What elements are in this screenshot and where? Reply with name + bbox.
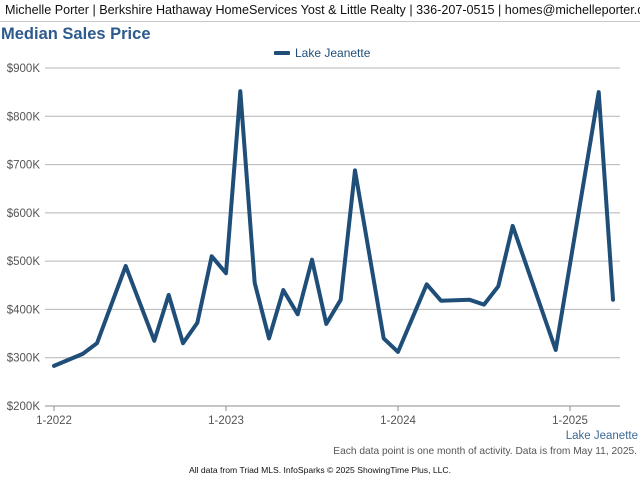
data-point — [483, 304, 485, 306]
data-point — [397, 351, 399, 353]
y-tick-label: $200K — [7, 401, 41, 413]
data-point — [225, 272, 227, 274]
data-point — [297, 313, 299, 315]
data-point — [254, 282, 256, 284]
data-point — [282, 289, 284, 291]
data-point — [440, 300, 442, 302]
y-tick-label: $300K — [7, 353, 41, 365]
y-tick-label: $600K — [7, 208, 41, 220]
data-point — [196, 322, 198, 324]
data-point — [497, 285, 499, 287]
header-contact-text: Michelle Porter | Berkshire Hathaway Hom… — [5, 3, 640, 17]
data-point — [311, 259, 313, 261]
y-tick-label: $900K — [7, 63, 41, 75]
data-point — [512, 225, 514, 227]
y-tick-label: $500K — [7, 256, 41, 268]
series-line-lake-jeanette — [52, 89, 615, 368]
data-point — [383, 337, 385, 339]
data-point — [53, 365, 55, 367]
series-tag: Lake Jeanette — [565, 430, 638, 442]
data-point — [555, 349, 557, 351]
data-point — [426, 283, 428, 285]
legend-swatch — [274, 51, 290, 55]
data-point — [153, 340, 155, 342]
data-point — [211, 255, 213, 257]
page-title: Median Sales Price — [1, 25, 151, 43]
data-point — [125, 265, 127, 267]
footnote: Each data point is one month of activity… — [333, 446, 637, 457]
data-point — [598, 91, 600, 93]
data-point — [96, 342, 98, 344]
data-point — [612, 299, 614, 301]
x-tick-label: 1-2025 — [552, 415, 588, 427]
source-credit: All data from Triad MLS. InfoSparks © 20… — [188, 465, 452, 475]
y-tick-label: $400K — [7, 304, 41, 316]
legend-label: Lake Jeanette — [295, 46, 371, 60]
y-tick-label: $700K — [7, 160, 41, 172]
data-point — [469, 299, 471, 301]
median-sales-price-chart: $900K $800K $700K $600K $500K $400K $300K $200K… — [7, 63, 620, 427]
header-bar: Michelle Porter | Berkshire Hathaway Hom… — [0, 0, 640, 22]
data-point — [168, 294, 170, 296]
data-point — [325, 323, 327, 325]
data-point — [340, 299, 342, 301]
x-tick-label: 1-2024 — [380, 415, 416, 427]
y-tick-label: $800K — [7, 111, 41, 123]
x-tick-label: 1-2023 — [208, 415, 244, 427]
data-point — [239, 90, 241, 92]
data-point — [182, 342, 184, 344]
data-point — [268, 337, 270, 339]
data-point — [354, 169, 356, 171]
data-point — [82, 353, 84, 355]
chart-legend[interactable]: Lake Jeanette — [274, 45, 370, 61]
x-tick-label: 1-2022 — [36, 415, 72, 427]
